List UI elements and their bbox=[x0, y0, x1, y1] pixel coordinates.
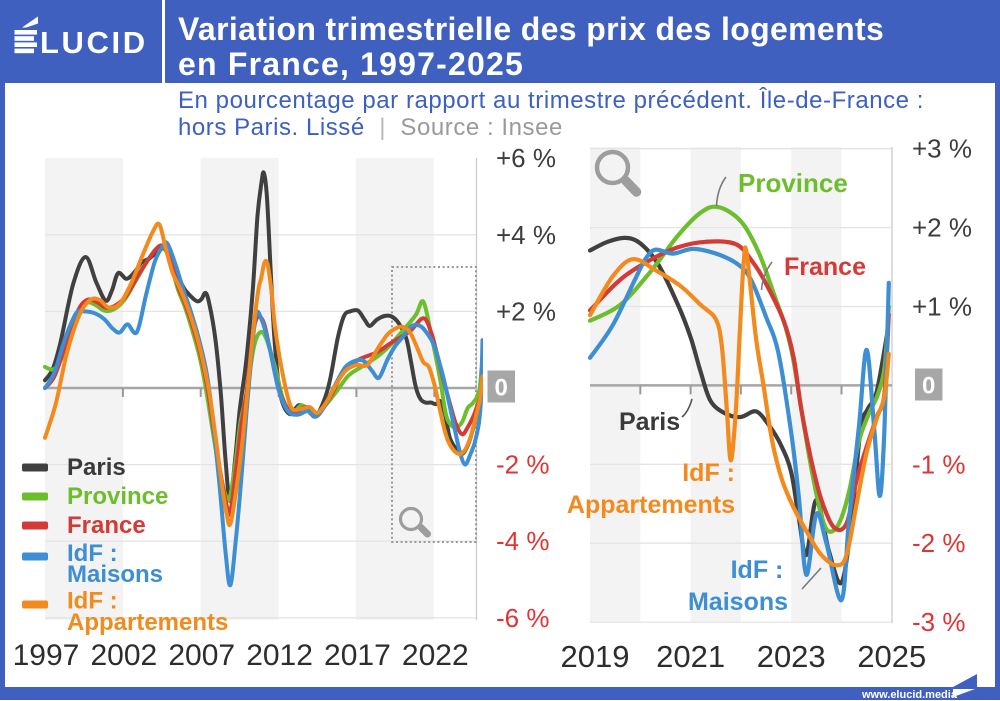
svg-text:Province: Province bbox=[67, 483, 168, 510]
svg-text:IdF :: IdF : bbox=[67, 540, 118, 567]
svg-text:IdF :: IdF : bbox=[682, 459, 735, 487]
svg-text:France: France bbox=[67, 512, 146, 539]
svg-text:2019: 2019 bbox=[561, 639, 630, 674]
svg-text:0: 0 bbox=[495, 375, 508, 402]
svg-text:2017: 2017 bbox=[324, 639, 391, 672]
svg-text:Appartements: Appartements bbox=[67, 609, 228, 636]
svg-text:2002: 2002 bbox=[90, 639, 157, 672]
svg-text:1997: 1997 bbox=[13, 639, 80, 672]
svg-text:Province: Province bbox=[738, 168, 848, 198]
svg-text:+2 %: +2 % bbox=[496, 296, 556, 326]
svg-text:IdF :: IdF : bbox=[731, 556, 784, 584]
svg-text:Maisons: Maisons bbox=[688, 588, 788, 616]
svg-text:0: 0 bbox=[922, 373, 935, 400]
svg-text:Paris: Paris bbox=[619, 408, 680, 436]
svg-text:Paris: Paris bbox=[67, 454, 126, 481]
svg-text:France: France bbox=[784, 253, 866, 281]
svg-text:2025: 2025 bbox=[857, 639, 926, 674]
svg-text:-1 %: -1 % bbox=[912, 449, 965, 479]
svg-text:2007: 2007 bbox=[168, 639, 235, 672]
svg-text:-4 %: -4 % bbox=[496, 526, 549, 556]
svg-text:Appartements: Appartements bbox=[567, 491, 735, 519]
svg-text:+2 %: +2 % bbox=[912, 213, 972, 243]
svg-text:2022: 2022 bbox=[402, 639, 469, 672]
svg-text:+3 %: +3 % bbox=[912, 134, 972, 164]
svg-text:Maisons: Maisons bbox=[67, 561, 163, 588]
svg-text:2021: 2021 bbox=[656, 639, 725, 674]
svg-text:LUCID: LUCID bbox=[40, 25, 148, 60]
svg-text:+1 %: +1 % bbox=[912, 292, 972, 322]
svg-text:IdF :: IdF : bbox=[67, 588, 118, 615]
svg-text:-2 %: -2 % bbox=[912, 528, 965, 558]
svg-text:-6 %: -6 % bbox=[496, 603, 549, 633]
svg-text:+4 %: +4 % bbox=[496, 220, 556, 250]
svg-text:2023: 2023 bbox=[757, 639, 826, 674]
svg-text:-2 %: -2 % bbox=[496, 450, 549, 480]
svg-text:2012: 2012 bbox=[246, 639, 313, 672]
svg-text:-3 %: -3 % bbox=[912, 607, 965, 637]
svg-text:+6 %: +6 % bbox=[496, 143, 556, 173]
